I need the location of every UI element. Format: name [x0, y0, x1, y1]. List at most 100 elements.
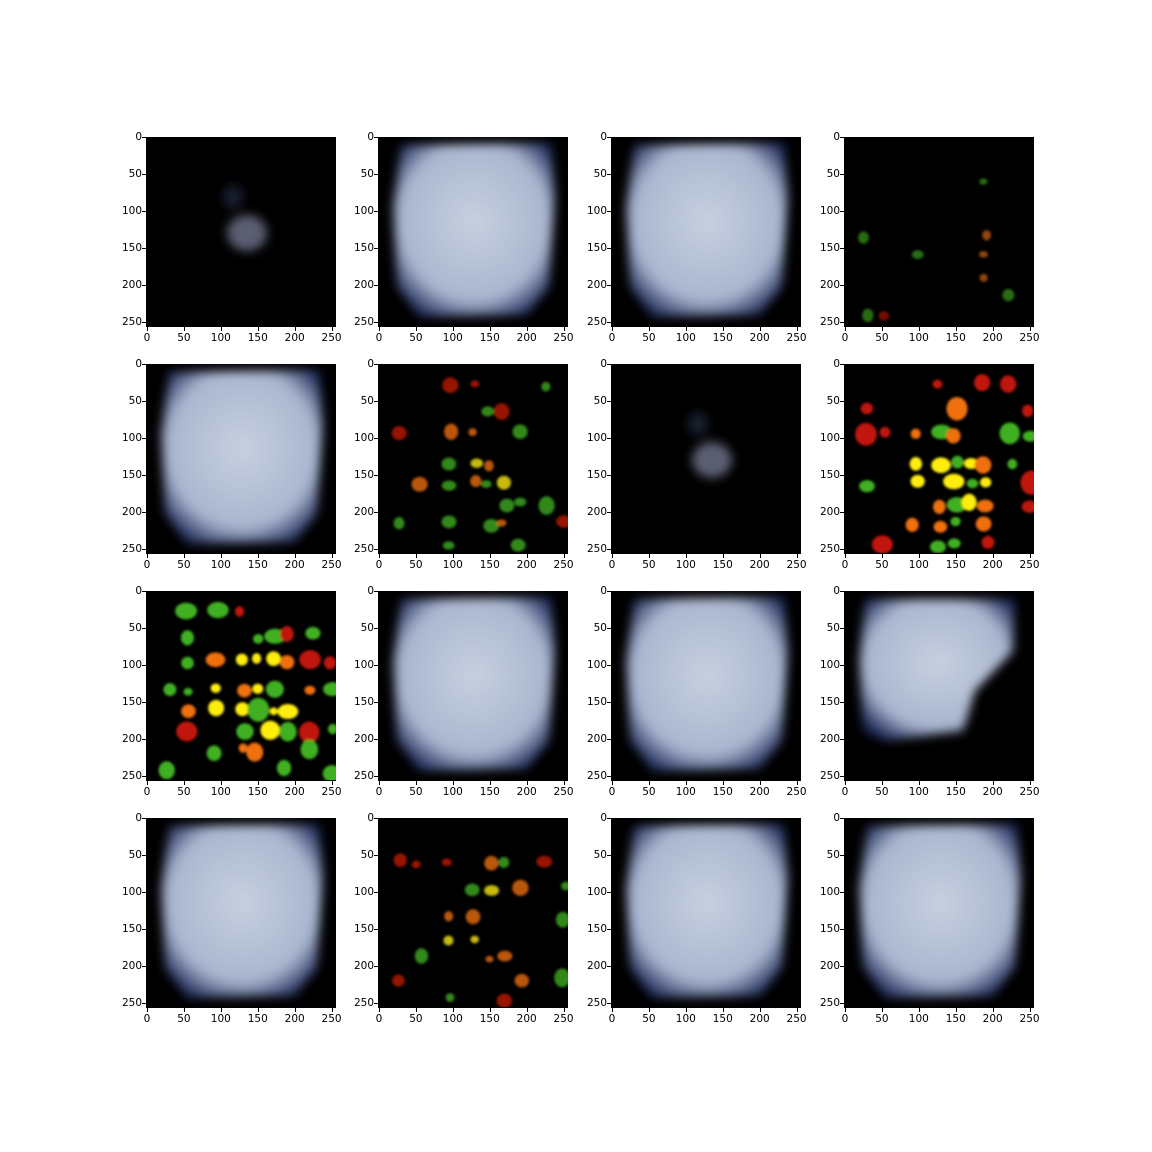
- x-tick: [147, 1008, 148, 1012]
- x-tick-label: 200: [516, 786, 537, 798]
- y-tick-label: 250: [353, 996, 374, 1009]
- x-tick-label: 0: [143, 332, 151, 344]
- y-tick: [607, 400, 611, 402]
- x-tick: [220, 1008, 222, 1012]
- x-tick-label: 50: [409, 1013, 423, 1025]
- x-tick: [183, 781, 185, 785]
- x-tick: [331, 1008, 333, 1012]
- generated-image: [147, 137, 336, 326]
- y-tick: [142, 548, 146, 550]
- y-tick: [607, 854, 611, 856]
- y-tick: [374, 701, 378, 703]
- x-tick: [1029, 327, 1031, 331]
- y-tick: [374, 854, 378, 856]
- y-tick: [607, 928, 611, 930]
- y-tick-label: 200: [353, 278, 374, 291]
- y-axis-line: [378, 137, 379, 327]
- x-axis-line: [147, 326, 336, 327]
- x-tick-label: 100: [908, 559, 929, 571]
- x-tick: [257, 554, 259, 558]
- x-tick-label: 150: [712, 1013, 733, 1025]
- x-tick-label: 200: [749, 786, 770, 798]
- x-tick-label: 0: [375, 786, 383, 798]
- x-tick: [147, 554, 148, 558]
- x-tick-label: 250: [553, 786, 574, 798]
- x-tick-label: 100: [442, 1013, 463, 1025]
- y-tick-label: 250: [586, 996, 607, 1009]
- y-tick: [142, 854, 146, 856]
- y-tick: [374, 775, 378, 777]
- y-tick-label: 250: [586, 769, 607, 782]
- y-tick-label: 250: [586, 542, 607, 555]
- generated-image: [612, 137, 801, 326]
- y-tick: [142, 818, 146, 819]
- y-tick-label: 200: [586, 959, 607, 972]
- y-axis-line: [844, 818, 845, 1008]
- generated-image: [147, 364, 336, 553]
- y-tick-label: 100: [121, 658, 142, 671]
- x-tick: [612, 554, 613, 558]
- x-tick: [992, 327, 994, 331]
- y-tick-label: 150: [353, 241, 374, 254]
- y-axis-line: [611, 818, 612, 1008]
- y-tick-label: 250: [819, 315, 840, 328]
- x-tick: [563, 1008, 565, 1012]
- y-tick: [374, 321, 378, 323]
- x-axis-line: [845, 553, 1034, 554]
- x-axis-line: [612, 780, 801, 781]
- x-tick-label: 250: [1019, 786, 1040, 798]
- y-tick: [607, 137, 611, 138]
- y-tick: [840, 437, 844, 439]
- x-tick-label: 200: [982, 786, 1003, 798]
- x-tick: [489, 554, 491, 558]
- image-panel: 0 50 100 150 200 250 0 50 100 150 200 250: [820, 585, 1055, 801]
- x-tick: [379, 554, 380, 558]
- x-tick: [685, 781, 687, 785]
- y-tick-label: 150: [353, 695, 374, 708]
- y-tick: [840, 928, 844, 930]
- x-tick-label: 200: [749, 1013, 770, 1025]
- y-axis-line: [844, 137, 845, 327]
- x-tick-label: 50: [409, 559, 423, 571]
- y-tick-label: 50: [826, 848, 840, 861]
- x-tick: [955, 781, 957, 785]
- x-tick-label: 0: [841, 559, 849, 571]
- y-tick: [607, 591, 611, 592]
- y-tick: [607, 511, 611, 513]
- x-tick-label: 100: [442, 559, 463, 571]
- x-tick-label: 200: [284, 559, 305, 571]
- image-panel: 0 50 100 150 200 250 0 50 100 150 200 250: [354, 131, 589, 347]
- x-tick: [294, 781, 296, 785]
- y-tick-label: 150: [353, 468, 374, 481]
- x-tick: [489, 781, 491, 785]
- x-tick: [992, 781, 994, 785]
- y-tick-label: 150: [121, 695, 142, 708]
- x-tick-label: 150: [479, 559, 500, 571]
- image-panel: 0 50 100 150 200 250 0 50 100 150 200 250: [354, 358, 589, 574]
- x-tick: [563, 781, 565, 785]
- x-tick: [489, 1008, 491, 1012]
- x-tick-label: 250: [786, 332, 807, 344]
- y-tick: [374, 173, 378, 175]
- x-tick-label: 200: [284, 786, 305, 798]
- y-tick: [607, 701, 611, 703]
- y-tick-label: 50: [128, 394, 142, 407]
- x-tick-label: 100: [675, 786, 696, 798]
- y-axis-line: [378, 818, 379, 1008]
- x-tick-label: 250: [553, 559, 574, 571]
- y-tick-label: 250: [121, 542, 142, 555]
- y-tick-label: 0: [135, 358, 142, 370]
- x-tick: [220, 554, 222, 558]
- x-tick: [379, 327, 380, 331]
- y-tick-label: 100: [819, 885, 840, 898]
- y-tick-label: 0: [367, 358, 374, 370]
- x-tick: [220, 327, 222, 331]
- y-tick: [374, 247, 378, 249]
- x-tick: [648, 1008, 650, 1012]
- y-tick: [607, 775, 611, 777]
- x-tick: [759, 554, 761, 558]
- x-tick: [147, 327, 148, 331]
- y-tick-label: 50: [593, 621, 607, 634]
- y-tick-label: 0: [135, 131, 142, 143]
- y-tick: [374, 928, 378, 930]
